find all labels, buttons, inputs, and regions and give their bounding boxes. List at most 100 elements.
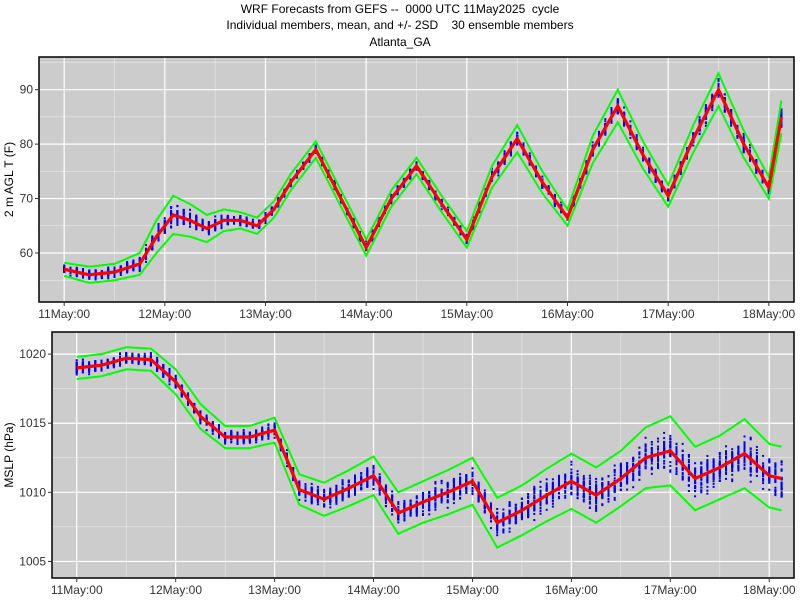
member-point	[273, 426, 276, 429]
member-point	[138, 270, 141, 272]
member-point	[335, 486, 338, 489]
member-point	[780, 114, 783, 116]
member-point	[174, 385, 177, 388]
member-point	[360, 475, 363, 478]
member-point	[131, 352, 134, 355]
member-point	[207, 232, 210, 235]
member-point	[75, 268, 78, 271]
member-point	[610, 119, 613, 122]
member-point	[440, 198, 443, 201]
member-point	[761, 171, 764, 174]
member-point	[176, 221, 179, 224]
chart-title-line-3: Atlanta_GA	[369, 35, 431, 49]
member-point	[360, 472, 363, 474]
member-point	[205, 416, 208, 419]
member-point	[749, 158, 751, 161]
member-point	[187, 394, 189, 397]
member-point	[81, 371, 84, 374]
member-point	[75, 364, 78, 367]
member-point	[248, 438, 251, 441]
member-point	[372, 467, 375, 470]
member-point	[528, 152, 531, 155]
member-point	[604, 132, 607, 134]
member-point	[503, 150, 506, 153]
member-point	[730, 124, 733, 127]
member-point	[717, 78, 720, 81]
member-point	[366, 467, 369, 470]
member-point	[491, 172, 493, 175]
member-point	[616, 98, 619, 101]
member-point	[201, 223, 204, 225]
member-point	[145, 260, 147, 263]
chart-panel-2: 11May:00 12May:00 13May:00 14May:00 15May:00…	[2, 331, 796, 597]
member-point	[409, 177, 412, 180]
member-point	[151, 247, 154, 250]
member-point	[310, 490, 313, 493]
member-point	[742, 148, 745, 151]
member-point	[174, 375, 177, 378]
member-point	[547, 185, 550, 187]
member-point	[366, 483, 369, 486]
member-point	[522, 143, 525, 146]
member-point	[428, 179, 431, 182]
x-tick-label: 13May:00	[239, 307, 292, 321]
member-point	[242, 433, 245, 435]
member-point	[354, 488, 356, 490]
member-point	[384, 206, 386, 209]
member-point	[673, 174, 676, 177]
member-point	[261, 426, 264, 429]
member-point	[88, 361, 91, 364]
member-point	[239, 221, 242, 224]
member-point	[211, 422, 214, 425]
member-point	[434, 198, 437, 201]
member-point	[273, 422, 276, 425]
member-point	[616, 112, 619, 114]
member-point	[220, 214, 223, 217]
member-point	[113, 266, 116, 269]
member-point	[704, 117, 707, 120]
member-point	[156, 369, 159, 372]
member-point	[168, 372, 171, 375]
member-point	[298, 480, 301, 483]
member-point	[170, 206, 173, 209]
member-point	[132, 259, 135, 262]
member-point	[69, 274, 72, 277]
member-point	[176, 218, 179, 221]
member-point	[245, 217, 248, 220]
member-point	[509, 143, 512, 146]
member-point	[749, 143, 751, 146]
member-point	[82, 268, 84, 270]
member-point	[163, 231, 166, 234]
member-point	[366, 480, 369, 483]
member-point	[112, 357, 115, 360]
member-point	[211, 432, 214, 435]
member-point	[119, 274, 122, 276]
member-point	[201, 229, 204, 232]
member-point	[335, 502, 338, 505]
minus-2sd-line	[63, 103, 783, 284]
member-point	[125, 361, 128, 364]
member-point	[497, 171, 500, 174]
member-point	[279, 438, 282, 441]
member-point	[654, 168, 657, 171]
member-point	[354, 480, 356, 483]
member-point	[711, 96, 714, 99]
member-point	[245, 224, 248, 227]
member-point	[541, 186, 544, 189]
member-point	[329, 493, 332, 496]
member-point	[255, 441, 258, 444]
member-point	[347, 480, 350, 483]
member-point	[113, 276, 116, 278]
member-point	[277, 196, 280, 199]
member-point	[360, 483, 363, 486]
member-point	[131, 354, 134, 357]
member-point	[195, 226, 198, 229]
member-point	[138, 268, 141, 271]
member-point	[195, 227, 198, 230]
member-point	[149, 355, 152, 358]
x-tick-label: 18May:00	[742, 307, 795, 321]
member-point	[755, 158, 758, 161]
member-point	[711, 95, 714, 97]
member-point	[162, 364, 165, 367]
member-point	[182, 222, 185, 225]
